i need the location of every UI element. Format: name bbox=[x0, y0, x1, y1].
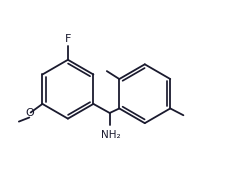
Text: F: F bbox=[65, 34, 71, 44]
Text: NH₂: NH₂ bbox=[101, 130, 121, 140]
Text: O: O bbox=[25, 108, 34, 118]
